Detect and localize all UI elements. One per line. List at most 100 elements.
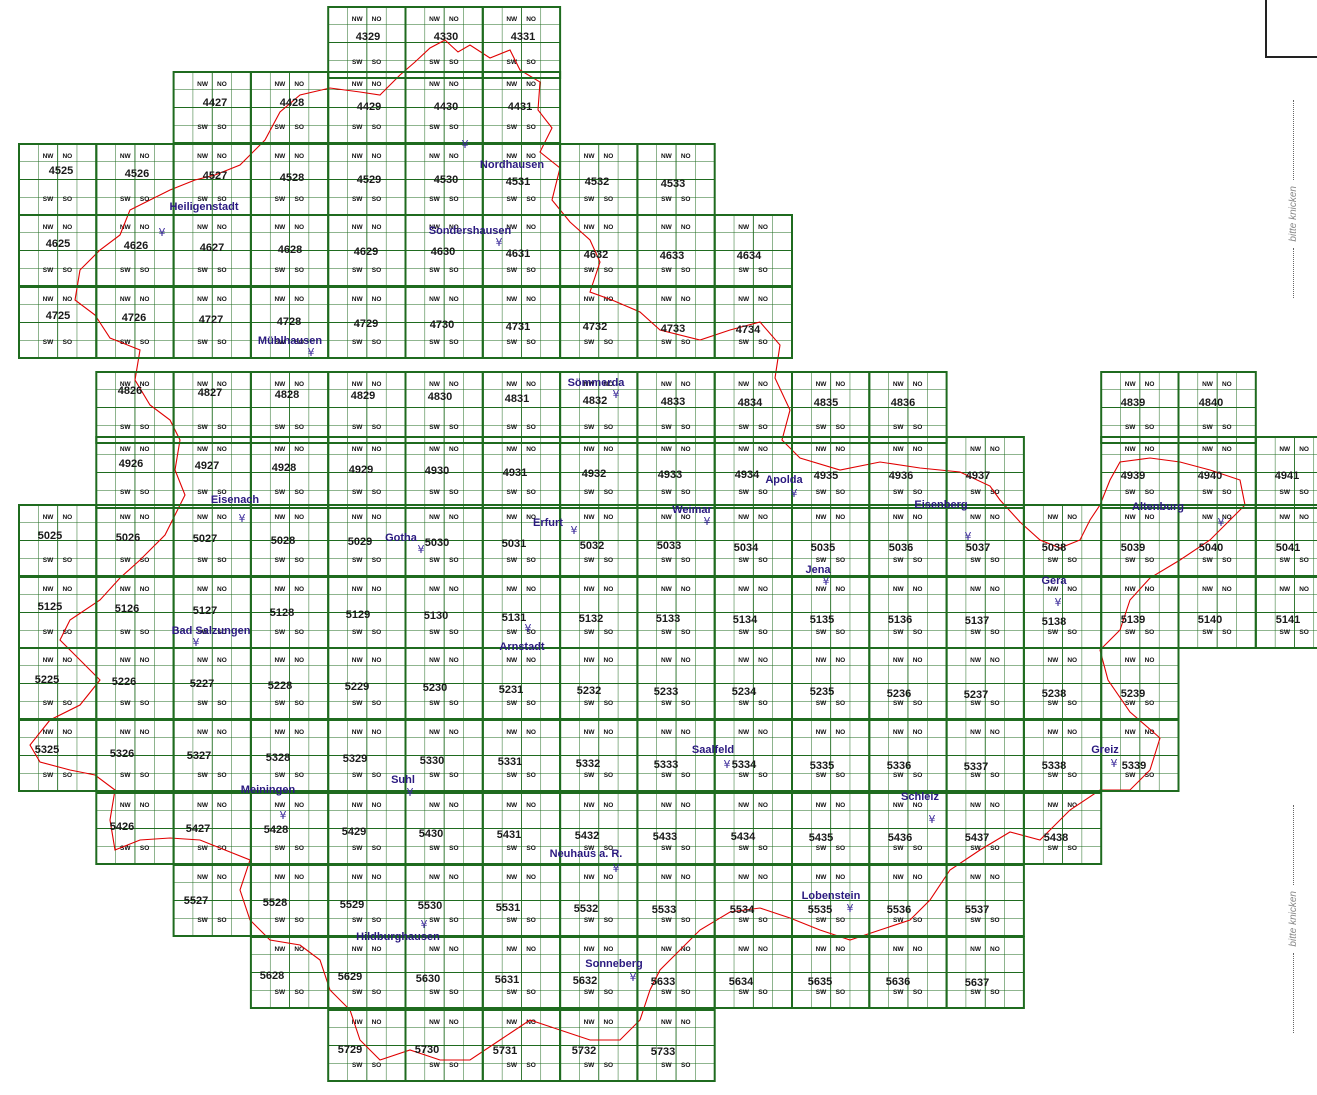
sheet-number-5333: 5333 <box>654 759 678 771</box>
quadrant-label-nw: NW <box>120 514 132 521</box>
quadrant-label-nw: NW <box>506 946 518 953</box>
quadrant-label-sw: SW <box>43 339 54 346</box>
quadrant-label-nw: NW <box>352 81 364 88</box>
sheet-number-4533: 4533 <box>661 178 685 190</box>
sheet-number-5030: 5030 <box>425 537 449 549</box>
quadrant-label-no: NO <box>62 729 72 736</box>
sheet-number-4427: 4427 <box>203 97 227 109</box>
quadrant-label-sw: SW <box>352 196 363 203</box>
sheet-number-4730: 4730 <box>430 319 454 331</box>
sheet-number-4831: 4831 <box>505 393 529 405</box>
quadrant-label-so: SO <box>836 989 845 996</box>
fold-label: bitte knicken <box>1287 186 1299 242</box>
quadrant-label-no: NO <box>1145 446 1155 453</box>
sheet-number-5730: 5730 <box>415 1044 439 1056</box>
tower-icon: ¥ <box>613 388 620 401</box>
quadrant-label-nw: NW <box>506 224 518 231</box>
sheet-number-5636: 5636 <box>886 976 910 988</box>
quadrant-label-sw: SW <box>661 489 672 496</box>
quadrant-label-so: SO <box>449 989 458 996</box>
city-label: Bad Salzungen <box>172 625 251 637</box>
quadrant-label-no: NO <box>758 514 768 521</box>
quadrant-label-so: SO <box>604 845 613 852</box>
quadrant-label-so: SO <box>372 267 381 274</box>
quadrant-label-nw: NW <box>893 586 905 593</box>
quadrant-label-sw: SW <box>275 339 286 346</box>
quadrant-label-sw: SW <box>429 772 440 779</box>
quadrant-label-no: NO <box>835 381 845 388</box>
quadrant-label-nw: NW <box>197 514 209 521</box>
quadrant-label-no: NO <box>217 224 227 231</box>
quadrant-label-sw: SW <box>120 772 131 779</box>
sheet-number-5426: 5426 <box>110 821 134 833</box>
quadrant-label-so: SO <box>1145 772 1154 779</box>
sheet-5339-frame <box>1100 719 1180 792</box>
quadrant-label-nw: NW <box>120 381 132 388</box>
quadrant-label-no: NO <box>1067 802 1077 809</box>
quadrant-label-nw: NW <box>429 296 441 303</box>
quadrant-label-no: NO <box>294 657 304 664</box>
sheet-5438-frame <box>1022 792 1103 865</box>
quadrant-label-sw: SW <box>507 629 518 636</box>
tower-icon: ¥ <box>496 236 503 249</box>
sheet-number-5430: 5430 <box>419 828 443 840</box>
sheet-number-5332: 5332 <box>576 758 600 770</box>
sheet-number-4940: 4940 <box>1198 470 1222 482</box>
tower-icon: ¥ <box>704 515 711 528</box>
quadrant-label-so: SO <box>1145 557 1154 564</box>
quadrant-label-no: NO <box>372 153 382 160</box>
sheet-number-5139: 5139 <box>1121 614 1145 626</box>
quadrant-label-no: NO <box>681 446 691 453</box>
sheet-number-4633: 4633 <box>660 250 684 262</box>
quadrant-label-no: NO <box>526 586 536 593</box>
quadrant-label-nw: NW <box>120 586 132 593</box>
quadrant-label-no: NO <box>294 153 304 160</box>
quadrant-label-nw: NW <box>1279 586 1291 593</box>
quadrant-label-sw: SW <box>816 772 827 779</box>
quadrant-label-no: NO <box>681 802 691 809</box>
quadrant-label-nw: NW <box>1047 514 1059 521</box>
sheet-number-4926: 4926 <box>119 458 143 470</box>
quadrant-label-nw: NW <box>1279 514 1291 521</box>
quadrant-label-no: NO <box>1145 381 1155 388</box>
sheet-number-4834: 4834 <box>738 397 763 409</box>
quadrant-label-so: SO <box>758 629 767 636</box>
sheet-number-4836: 4836 <box>891 397 915 409</box>
sheet-number-4331: 4331 <box>511 31 535 43</box>
quadrant-label-no: NO <box>217 381 227 388</box>
quadrant-label-sw: SW <box>43 772 54 779</box>
quadrant-label-sw: SW <box>584 339 595 346</box>
quadrant-label-so: SO <box>372 424 381 431</box>
quadrant-label-nw: NW <box>738 586 750 593</box>
quadrant-label-nw: NW <box>274 224 286 231</box>
quadrant-label-sw: SW <box>1125 424 1136 431</box>
sheet-4941-frame <box>1254 436 1317 509</box>
quadrant-label-nw: NW <box>506 153 518 160</box>
quadrant-label-nw: NW <box>1047 586 1059 593</box>
quadrant-label-so: SO <box>1299 629 1308 636</box>
sheet-grid <box>18 6 1317 1082</box>
quadrant-label-sw: SW <box>584 1062 595 1069</box>
quadrant-label-no: NO <box>681 381 691 388</box>
quadrant-label-no: NO <box>449 1019 459 1026</box>
quadrant-label-nw: NW <box>506 514 518 521</box>
quadrant-label-so: SO <box>990 557 999 564</box>
quadrant-label-no: NO <box>604 729 614 736</box>
quadrant-label-nw: NW <box>429 874 441 881</box>
quadrant-label-sw: SW <box>429 845 440 852</box>
quadrant-label-no: NO <box>372 224 382 231</box>
quadrant-label-so: SO <box>604 700 613 707</box>
quadrant-label-nw: NW <box>197 874 209 881</box>
quadrant-label-sw: SW <box>352 845 363 852</box>
quadrant-label-sw: SW <box>738 845 749 852</box>
quadrant-label-sw: SW <box>661 629 672 636</box>
sheet-number-4630: 4630 <box>431 246 455 258</box>
quadrant-label-nw: NW <box>661 802 673 809</box>
sheet-number-5033: 5033 <box>657 540 681 552</box>
quadrant-label-no: NO <box>990 802 1000 809</box>
quadrant-label-so: SO <box>681 489 690 496</box>
sheet-number-5634: 5634 <box>729 976 754 988</box>
quadrant-label-nw: NW <box>584 946 596 953</box>
sheet-number-4330: 4330 <box>434 31 458 43</box>
sheet-number-4828: 4828 <box>275 389 299 401</box>
